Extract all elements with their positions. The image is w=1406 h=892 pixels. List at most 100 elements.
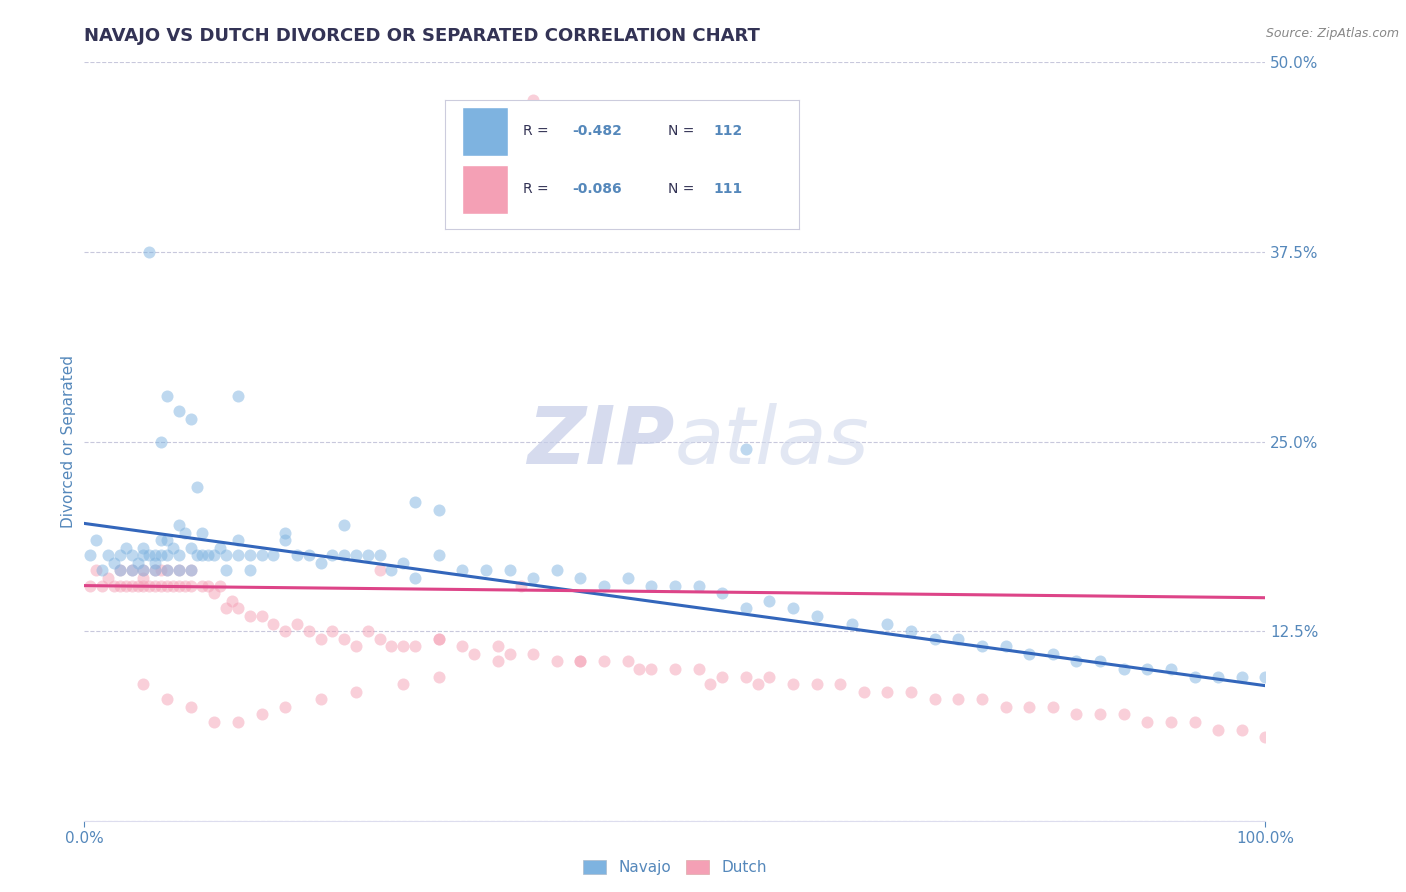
Point [640,662,662,676]
Point [451,639,474,653]
Text: N =: N = [668,124,699,138]
Point [202,548,225,563]
Point [84,533,107,548]
Point [970,639,993,653]
Point [121,564,143,578]
Point [876,685,898,699]
Point [392,677,415,691]
Point [180,564,202,578]
Point [357,548,380,563]
Bar [463,107,509,156]
Point [368,632,391,646]
Point [186,480,208,494]
Point [162,579,184,593]
Point [215,564,238,578]
Point [97,571,120,585]
Point [138,548,160,563]
Point [127,579,149,593]
Point [250,707,273,722]
Point [782,677,804,691]
Point [806,608,828,623]
Point [664,662,686,676]
Point [1112,707,1135,722]
Point [427,632,450,646]
Point [475,564,498,578]
Text: Source: ZipAtlas.com: Source: ZipAtlas.com [1265,27,1399,40]
Point [948,632,970,646]
Point [451,564,474,578]
Point [298,548,321,563]
Point [150,434,173,449]
Point [1088,655,1111,669]
Point [994,639,1017,653]
Point [1066,707,1088,722]
Point [569,571,592,585]
Point [262,548,284,563]
Point [156,692,179,706]
Point [924,632,946,646]
Text: R =: R = [523,124,553,138]
Point [108,564,131,578]
Point [321,548,343,563]
Point [150,548,173,563]
Text: N =: N = [668,182,699,196]
Point [344,685,367,699]
Point [404,571,426,585]
Point [250,608,273,623]
Point [250,548,273,563]
Point [1160,715,1182,730]
Point [226,533,249,548]
Point [79,579,101,593]
Text: -0.086: -0.086 [572,182,621,196]
Point [150,579,173,593]
Point [226,601,249,615]
Point [215,548,238,563]
Point [344,639,367,653]
Point [274,624,297,639]
Point [143,579,166,593]
Point [156,533,179,548]
Point [569,655,592,669]
Point [1206,669,1229,683]
Point [156,564,179,578]
Point [782,601,804,615]
Point [108,548,131,563]
Point [734,669,756,683]
Point [1184,669,1206,683]
Y-axis label: Divorced or Separated: Divorced or Separated [60,355,76,528]
Point [664,579,686,593]
Point [84,564,107,578]
Point [522,94,544,108]
Point [180,699,202,714]
Point [830,677,852,691]
Point [806,677,828,691]
Point [368,564,391,578]
Point [180,541,202,555]
Point [127,556,149,570]
Point [167,404,190,418]
Point [209,541,232,555]
Point [309,692,332,706]
Point [197,548,219,563]
Point [1254,730,1277,744]
Text: 111: 111 [714,182,744,196]
Point [173,579,195,593]
Point [121,579,143,593]
Point [427,669,450,683]
Point [239,548,262,563]
Point [156,579,179,593]
Point [167,579,190,593]
Point [274,699,297,714]
Point [121,564,143,578]
Point [900,624,922,639]
Point [392,556,415,570]
Point [167,564,190,578]
Point [132,564,155,578]
Point [138,579,160,593]
Point [1112,662,1135,676]
Point [569,655,592,669]
Bar [463,165,509,214]
Point [186,548,208,563]
Point [1018,699,1040,714]
Point [699,677,721,691]
